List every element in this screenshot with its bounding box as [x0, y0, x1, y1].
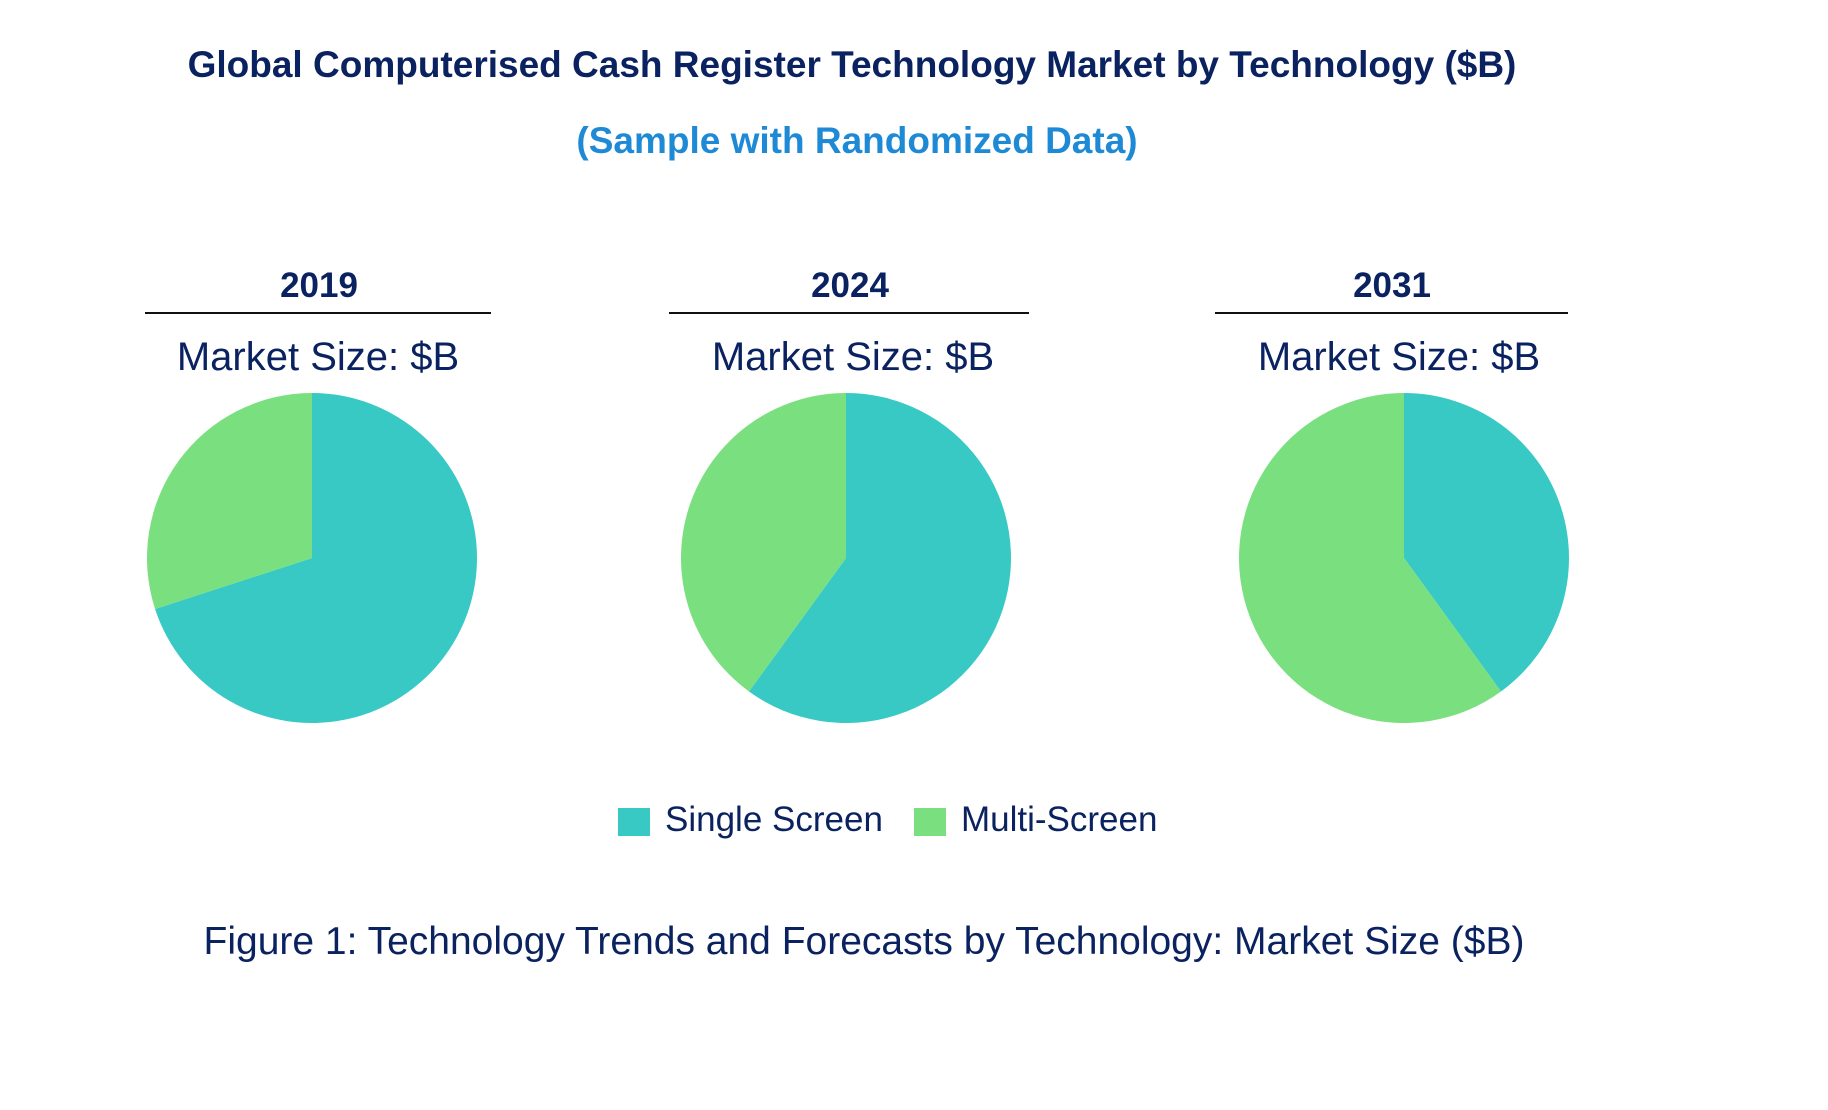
- pie-year-2024: 2024: [811, 266, 889, 305]
- pie-slice-2024-multi-screen: [681, 393, 846, 692]
- figure-caption: Figure 1: Technology Trends and Forecast…: [203, 920, 1525, 963]
- pie-slice-2024-single-screen: [749, 393, 1011, 723]
- pie-slice-2031-single-screen: [1404, 393, 1569, 692]
- market-size-label-2031: Market Size: $B: [1257, 335, 1541, 379]
- market-size-label-2024: Market Size: $B: [711, 335, 995, 379]
- pie-slice-2019-multi-screen: [146, 393, 312, 609]
- year-divider: [145, 312, 491, 314]
- pie-year-2031: 2031: [1353, 266, 1431, 305]
- market-size-label-2019: Market Size: $B: [176, 335, 460, 379]
- chart-subtitle: (Sample with Randomized Data): [576, 120, 1138, 161]
- pie-year-2019: 2019: [280, 266, 358, 305]
- pie-slice-2031-multi-screen: [1238, 393, 1501, 723]
- legend-swatch-multi-screen: [914, 808, 946, 836]
- legend-swatch-single-screen: [618, 808, 650, 836]
- year-divider: [669, 312, 1029, 314]
- legend-label-multi-screen: Multi-Screen: [961, 800, 1158, 839]
- year-divider: [1215, 312, 1568, 314]
- pie-slice-2019-single-screen: [155, 393, 477, 723]
- chart-title: Global Computerised Cash Register Techno…: [187, 44, 1517, 85]
- legend-label-single-screen: Single Screen: [665, 800, 883, 839]
